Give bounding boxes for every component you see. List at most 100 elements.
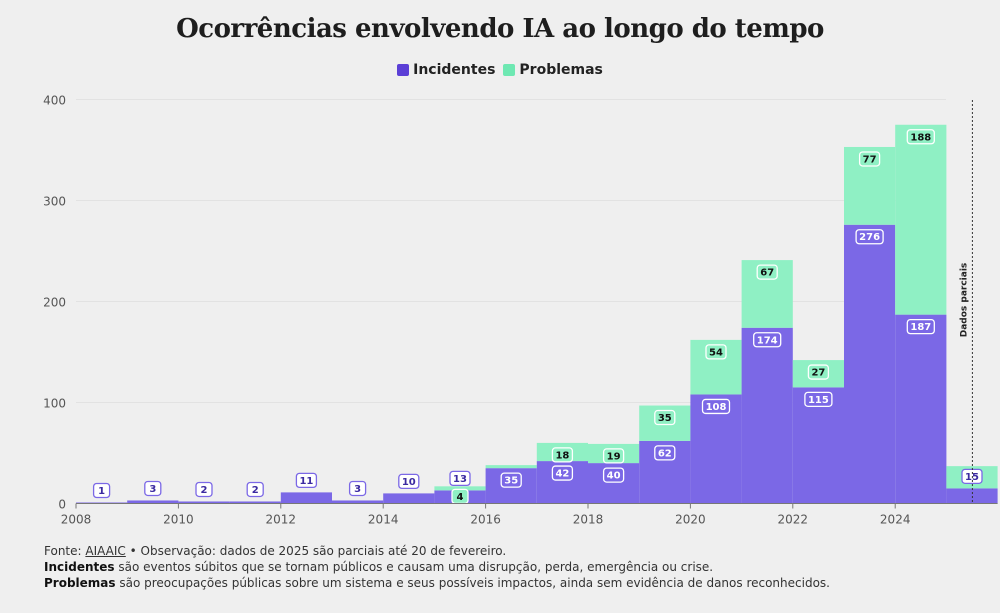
bar-problems-2024 bbox=[895, 124, 947, 315]
bar-incidents-2010 bbox=[178, 501, 230, 504]
label-problems-2015: 4 bbox=[451, 488, 469, 505]
label-incidents-2008-bg bbox=[92, 482, 111, 499]
label-incidents-2020: 108 bbox=[701, 398, 731, 415]
bar-incidents-2008 bbox=[76, 502, 128, 504]
label-problems-2023-bg bbox=[858, 151, 881, 167]
label-incidents-2016: 35 bbox=[500, 472, 522, 488]
footer-problems-term: Problemas bbox=[44, 576, 116, 590]
footer-source-note: • Observação: dados de 2025 são parciais… bbox=[125, 544, 507, 558]
bar-incidents-2024 bbox=[895, 314, 947, 504]
label-incidents-2012-bg bbox=[295, 472, 318, 489]
y-tick-label-200: 200 bbox=[43, 296, 66, 310]
label-problems-2022-text: 27 bbox=[811, 368, 825, 379]
label-incidents-2020-text: 108 bbox=[706, 402, 727, 413]
label-incidents-2018: 40 bbox=[602, 467, 625, 483]
label-incidents-2009-bg bbox=[144, 480, 162, 497]
label-incidents-2022: 115 bbox=[804, 391, 833, 408]
label-incidents-2022-bg bbox=[804, 391, 833, 408]
label-incidents-2011-text: 2 bbox=[252, 485, 259, 496]
label-incidents-2009-text: 3 bbox=[149, 484, 156, 495]
label-problems-2018-bg bbox=[602, 448, 625, 464]
legend-swatch-incidents bbox=[397, 64, 410, 76]
label-incidents-2024-text: 187 bbox=[910, 322, 931, 333]
label-incidents-2018-text: 40 bbox=[607, 471, 621, 482]
bar-problems-2015 bbox=[434, 486, 486, 491]
label-incidents-2010-bg bbox=[195, 481, 213, 498]
x-tick-label-2014: 2014 bbox=[368, 513, 399, 527]
label-incidents-2012: 11 bbox=[295, 472, 318, 489]
source-link[interactable]: AIAAIC bbox=[85, 544, 126, 558]
label-problems-2020-bg bbox=[705, 344, 727, 360]
bar-incidents-2023 bbox=[844, 224, 896, 504]
bar-incidents-2012 bbox=[280, 492, 332, 504]
label-incidents-2021-text: 174 bbox=[757, 335, 778, 346]
label-incidents-2009: 3 bbox=[144, 480, 162, 497]
x-tick-label-2016: 2016 bbox=[470, 513, 501, 527]
label-problems-2021-bg bbox=[756, 264, 778, 280]
legend-label-incidents: Incidentes bbox=[413, 62, 496, 78]
x-tick-label-2020: 2020 bbox=[675, 513, 706, 527]
y-tick-label-100: 100 bbox=[43, 397, 66, 411]
bar-incidents-2021 bbox=[741, 327, 793, 504]
label-problems-2018-text: 19 bbox=[607, 451, 621, 462]
legend-item-incidents[interactable]: Incidentes bbox=[397, 62, 495, 78]
label-incidents-2019: 62 bbox=[654, 445, 676, 461]
label-incidents-2010: 2 bbox=[195, 481, 213, 498]
x-tick-label-2018: 2018 bbox=[573, 513, 604, 527]
label-incidents-2008-text: 1 bbox=[98, 486, 105, 497]
label-incidents-2017-text: 42 bbox=[555, 469, 569, 480]
legend-label-problems: Problemas bbox=[519, 62, 603, 78]
label-problems-2022-bg bbox=[807, 364, 830, 380]
bar-incidents-2009 bbox=[127, 500, 179, 504]
label-problems-2019: 35 bbox=[654, 409, 676, 426]
partial-data-annotation: Dados parciais bbox=[959, 263, 969, 338]
label-incidents-2011-bg bbox=[246, 481, 264, 498]
label-incidents-2012-text: 11 bbox=[299, 476, 313, 487]
label-incidents-2016-bg bbox=[500, 472, 522, 488]
label-incidents-2023: 276 bbox=[855, 229, 884, 245]
label-problems-2019-bg bbox=[654, 409, 676, 426]
y-tick-label-400: 400 bbox=[43, 94, 66, 108]
label-incidents-2018-bg bbox=[602, 467, 625, 483]
footer-source-line: Fonte: AIAAIC • Observação: dados de 202… bbox=[44, 543, 984, 559]
chart-title: Ocorrências envolvendo IA ao longo do te… bbox=[176, 14, 824, 44]
label-incidents-2019-text: 62 bbox=[658, 448, 672, 459]
x-tick-label-2012: 2012 bbox=[266, 513, 297, 527]
label-incidents-2010-text: 2 bbox=[201, 485, 208, 496]
label-problems-2023-text: 77 bbox=[863, 154, 877, 165]
y-tick-label-0: 0 bbox=[58, 498, 66, 512]
label-problems-2017-bg bbox=[551, 447, 574, 463]
label-problems-2024-text: 188 bbox=[910, 132, 931, 143]
label-problems-2021: 67 bbox=[756, 264, 778, 280]
footer-incidents-line: Incidentes são eventos súbitos que se to… bbox=[44, 559, 984, 575]
bars-layer bbox=[76, 124, 998, 504]
label-incidents-2020-bg bbox=[701, 398, 731, 415]
label-problems-2017: 18 bbox=[551, 447, 574, 463]
axis-layer: 0 100 200 300 400 2008 2010 2012 2014 2016 2018 202… bbox=[43, 94, 998, 527]
label-incidents-2015-bg bbox=[449, 470, 471, 487]
label-problems-2015-text: 4 bbox=[457, 492, 464, 503]
label-incidents-2023-bg bbox=[855, 229, 884, 245]
label-incidents-2015: 13 bbox=[449, 470, 471, 487]
label-incidents-2013: 3 bbox=[348, 480, 367, 497]
legend-item-problems[interactable]: Problemas bbox=[503, 62, 603, 78]
label-incidents-2014-text: 10 bbox=[402, 477, 416, 488]
x-tick-label-2008: 2008 bbox=[61, 513, 92, 527]
label-problems-2022: 27 bbox=[807, 364, 830, 380]
legend: Incidentes Problemas bbox=[0, 62, 1000, 78]
bar-incidents-2014 bbox=[383, 493, 435, 504]
footer-incidents-term: Incidentes bbox=[44, 560, 115, 574]
bar-incidents-2013 bbox=[332, 500, 384, 504]
label-problems-2019-text: 35 bbox=[658, 413, 672, 424]
footer-problems-def: são preocupações públicas sobre um siste… bbox=[115, 576, 830, 590]
bar-incidents-2025 bbox=[946, 488, 998, 504]
bar-incidents-2011 bbox=[229, 501, 281, 504]
label-incidents-2024: 187 bbox=[906, 318, 935, 335]
label-incidents-2008: 1 bbox=[92, 482, 111, 499]
label-incidents-2023-text: 276 bbox=[859, 232, 880, 243]
label-problems-2020: 54 bbox=[705, 344, 727, 360]
label-problems-2023: 77 bbox=[858, 151, 881, 167]
footer-incidents-def: são eventos súbitos que se tornam públic… bbox=[114, 560, 714, 574]
